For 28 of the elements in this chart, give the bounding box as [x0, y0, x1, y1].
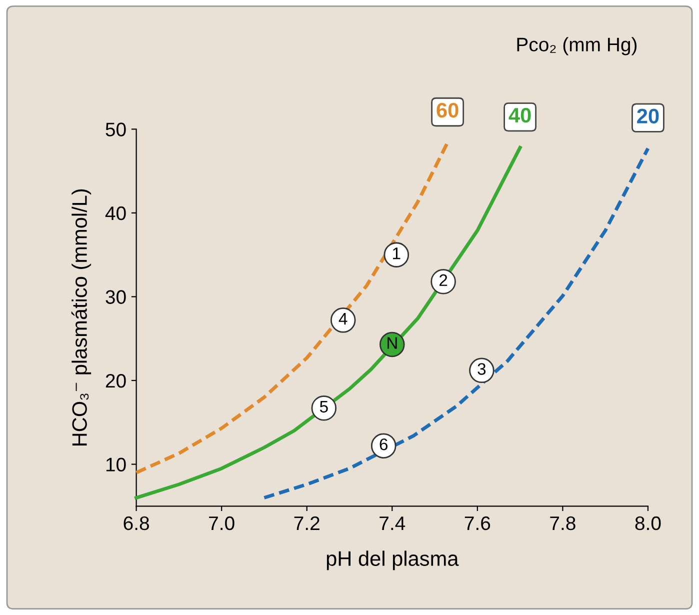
x-tick-label: 8.0 — [635, 516, 661, 530]
line-series — [134, 146, 522, 500]
x-tick-label: 7.0 — [209, 516, 234, 530]
line-series — [262, 146, 650, 500]
annotation: 1 — [393, 248, 400, 260]
y-tick-label: 50 — [106, 122, 126, 136]
x-tick-label: 7.6 — [464, 516, 490, 530]
annotation: N — [387, 337, 397, 349]
y-tick-label: 20 — [106, 374, 126, 388]
x-tick-label: 6.8 — [124, 516, 149, 530]
x-tick-label: 7.4 — [380, 516, 406, 530]
series-label: 40 — [508, 108, 531, 123]
y-tick-label: 30 — [106, 290, 126, 304]
line-series — [134, 140, 450, 474]
legend-title: Pco₂ (mm Hg) — [517, 37, 637, 56]
y-axis-title: HCO₃⁻ plasmático (mmol/L) — [71, 189, 92, 446]
annotation: 6 — [380, 438, 388, 450]
x-tick-label: 7.2 — [294, 516, 320, 530]
series-label: 20 — [637, 108, 659, 124]
annotation: 5 — [320, 400, 328, 413]
annotation: 4 — [338, 313, 348, 324]
annotation: 3 — [478, 363, 486, 375]
x-axis-title: pH del plasma — [326, 550, 459, 570]
series-label: 60 — [436, 102, 458, 118]
x-tick-label: 7.8 — [550, 516, 576, 530]
y-tick-label: 10 — [106, 458, 126, 472]
y-tick-label: 40 — [105, 206, 126, 220]
annotation: 2 — [440, 274, 448, 286]
